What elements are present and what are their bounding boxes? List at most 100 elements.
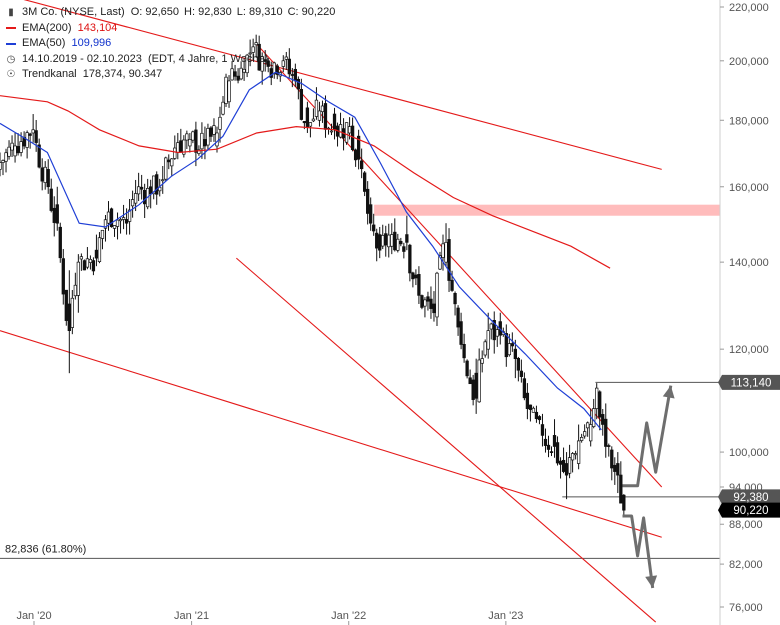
trend-label: Trendkanal — [22, 68, 77, 80]
candle-body — [604, 418, 608, 447]
candle-body — [504, 333, 508, 358]
candle-body — [118, 219, 123, 222]
candle-body — [58, 226, 62, 259]
candle-body — [363, 172, 367, 192]
candle-body — [492, 320, 496, 341]
x-tick-label: Jan '22 — [331, 610, 366, 622]
candle-body — [127, 209, 132, 222]
candle-body — [13, 145, 17, 157]
candle-body — [592, 408, 596, 427]
candle-body — [103, 219, 108, 229]
candle-body — [420, 295, 424, 308]
candle-body — [546, 444, 551, 450]
candle-body — [353, 149, 358, 161]
close-value: C: 90,220 — [287, 6, 336, 18]
candle-body — [1, 160, 5, 163]
candle-body — [55, 204, 59, 224]
candle-body — [555, 442, 560, 464]
candle-body — [516, 357, 521, 371]
legend-ema50-row: EMA(50) 109,996 — [6, 36, 340, 52]
candle-body — [305, 107, 310, 127]
candle-body — [537, 416, 542, 421]
candle-body — [85, 258, 90, 268]
candle-body — [619, 474, 623, 504]
candle-body — [76, 261, 81, 296]
candle-body — [224, 76, 228, 104]
candle-body — [613, 464, 617, 472]
candle-body — [49, 188, 53, 211]
ema200-swatch — [6, 27, 16, 30]
candle-body — [121, 217, 126, 220]
candle-body — [510, 343, 514, 347]
y-tick-label: 160,000 — [729, 182, 769, 194]
candle-body — [375, 232, 379, 249]
last-price-tag: 90,220 — [733, 505, 768, 517]
candle-body — [402, 246, 406, 252]
ema50-label: EMA(50) — [22, 37, 66, 49]
candle-body — [299, 88, 304, 120]
candle-body — [519, 370, 524, 377]
candle-body — [203, 139, 207, 147]
candle-body — [369, 204, 373, 224]
candle-body — [468, 377, 472, 385]
clock-icon: ◷ — [6, 53, 16, 65]
candle-body — [543, 438, 548, 446]
candle-body — [456, 307, 460, 328]
candle-body — [378, 234, 382, 251]
candle-body — [558, 460, 563, 465]
candle-body — [215, 132, 219, 147]
candle-body — [405, 234, 409, 243]
candle-body — [79, 256, 84, 260]
candle-body — [586, 422, 590, 429]
candle-body — [474, 372, 478, 399]
candle-body — [486, 330, 490, 350]
candle-body — [248, 52, 252, 55]
candle-body — [552, 435, 557, 447]
candle-body — [275, 65, 279, 75]
candle-body — [115, 219, 120, 227]
trend-channel-line — [23, 0, 662, 170]
candle-body — [136, 186, 141, 195]
candle-body — [239, 67, 243, 80]
chart-type-icon: ▮ — [8, 7, 14, 18]
candle-body — [595, 387, 599, 409]
candle-body — [471, 379, 475, 400]
candle-body — [31, 129, 35, 134]
candle-body — [46, 169, 50, 188]
candle-body — [206, 128, 210, 146]
candle-body — [19, 141, 23, 153]
candle-body — [320, 105, 325, 113]
candle-body — [465, 360, 469, 377]
candle-body — [616, 463, 620, 476]
candle-body — [91, 260, 96, 272]
y-tick-label: 82,000 — [729, 559, 763, 571]
candle-body — [52, 207, 56, 223]
candle-body — [143, 189, 147, 205]
x-tick-label: Jan '21 — [174, 610, 209, 622]
candle-body — [70, 297, 74, 328]
candle-body — [573, 453, 578, 456]
candle-body — [359, 160, 364, 170]
candle-body — [179, 140, 183, 153]
candle-body — [483, 341, 487, 356]
candle-body — [344, 122, 349, 143]
candle-body — [191, 131, 195, 141]
candle-body — [284, 56, 288, 60]
candle-body — [317, 110, 322, 121]
candle-body — [269, 68, 273, 78]
candle-body — [332, 113, 337, 131]
candle-body — [61, 258, 65, 295]
candle-body — [100, 229, 105, 239]
candle-body — [540, 424, 545, 436]
candle-body — [106, 211, 111, 224]
candle-body — [522, 378, 527, 399]
candle-body — [447, 239, 451, 281]
candle-body — [429, 298, 433, 309]
candle-body — [161, 179, 165, 182]
scenario-arrowhead-down — [645, 575, 658, 589]
candle-body — [263, 59, 267, 62]
candle-body — [82, 260, 87, 271]
candle-body — [495, 329, 499, 337]
candle-body — [97, 237, 102, 262]
y-tick-label: 200,000 — [729, 56, 769, 68]
